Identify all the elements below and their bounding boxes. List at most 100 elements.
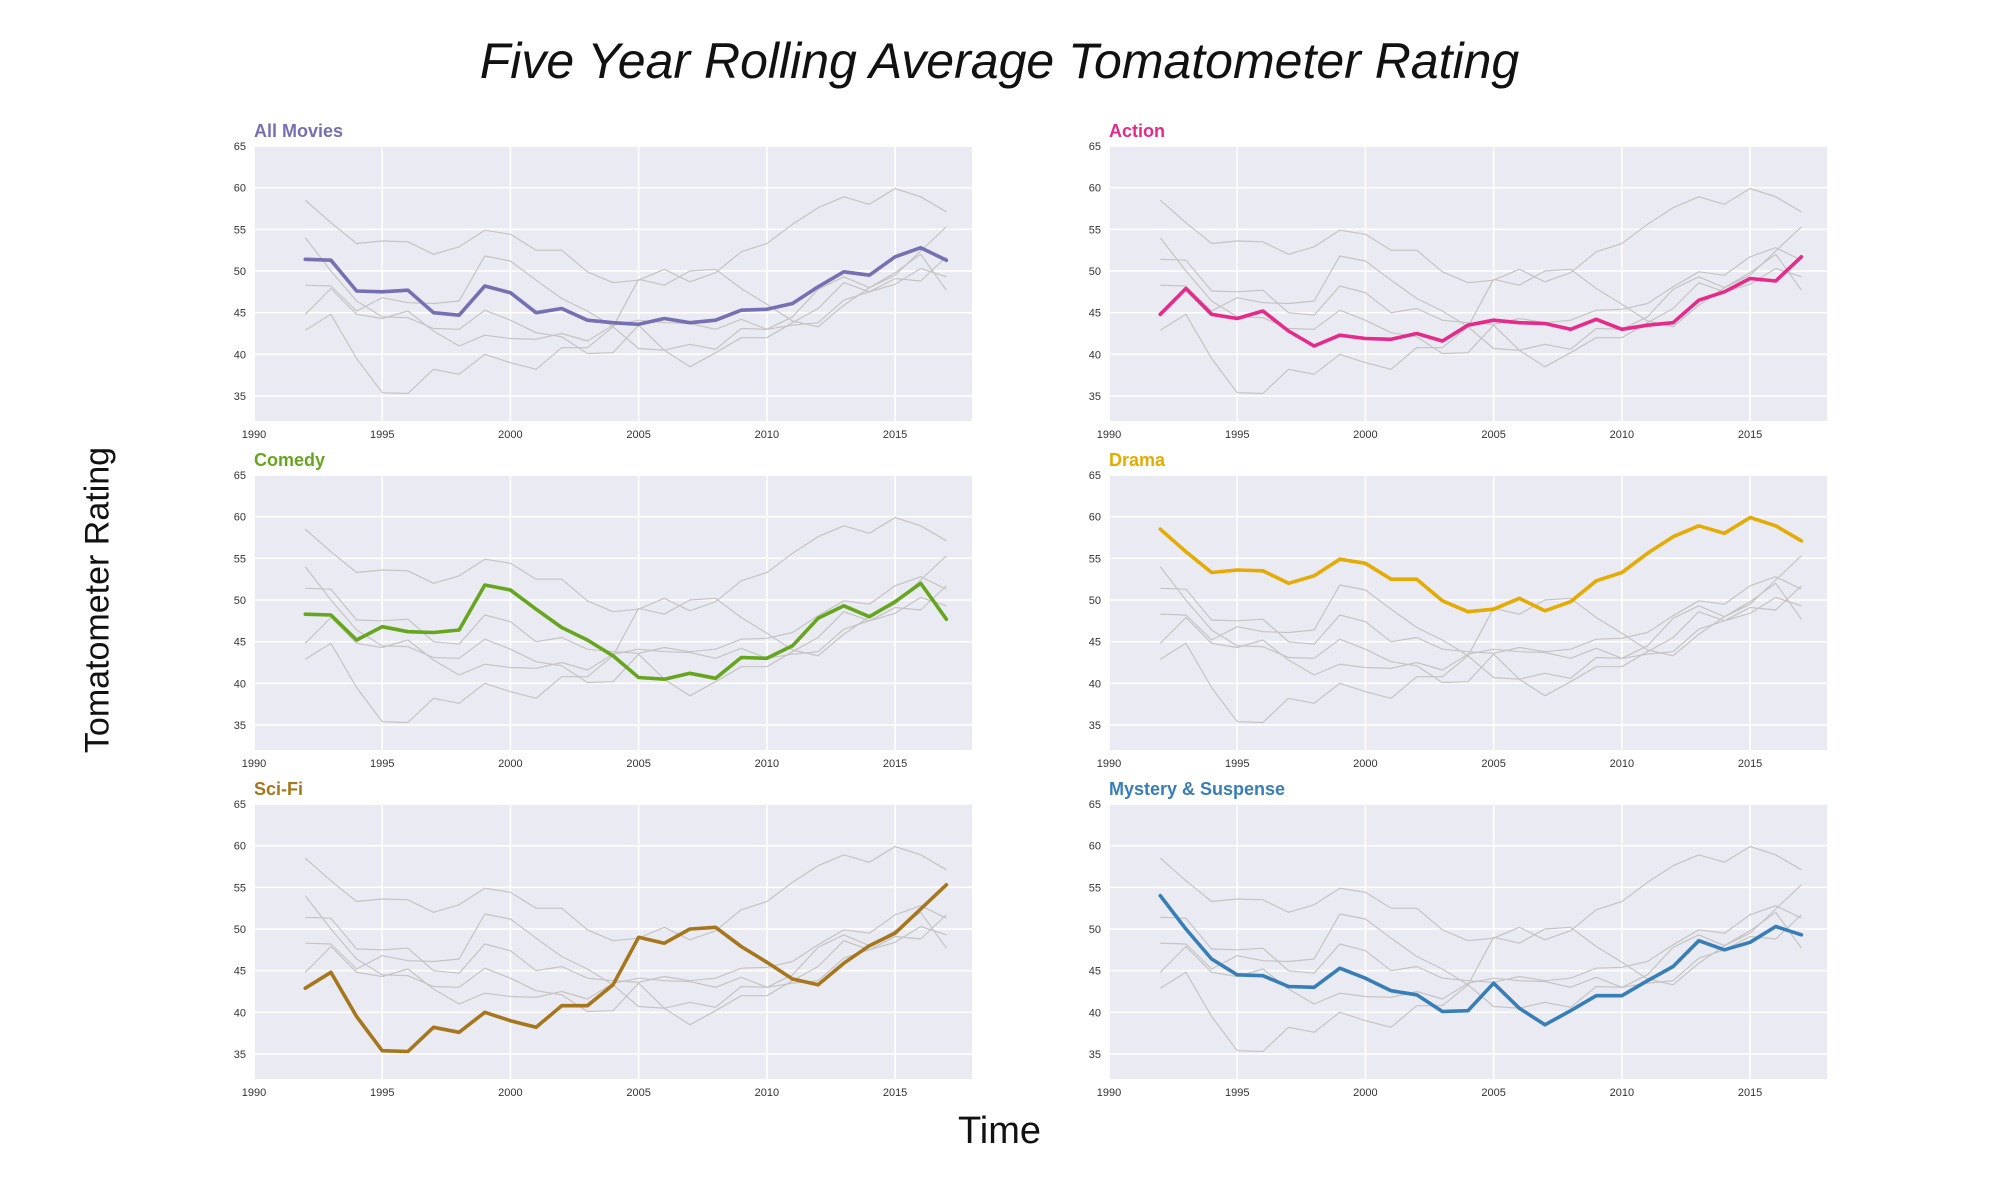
background-series-line-drama (304, 516, 947, 613)
y-tick-label: 35 (1089, 720, 1101, 732)
x-tick-label: 2005 (1481, 758, 1505, 770)
background-series-line-sci-fi (1159, 226, 1802, 395)
background-series-line-mystery-and-suspense (304, 237, 947, 368)
panel-title: Drama (1109, 450, 1166, 470)
background-series-line-action (304, 914, 947, 1005)
y-tick-label: 65 (234, 470, 246, 482)
background-series-line-comedy (305, 911, 947, 1009)
y-tick-label: 55 (1089, 553, 1101, 565)
y-tick-label: 55 (1089, 224, 1101, 236)
y-tick-label: 50 (234, 924, 246, 936)
y-tick-label: 55 (234, 224, 246, 236)
panel-title: Mystery & Suspense (1109, 779, 1285, 799)
x-tick-label: 2000 (1353, 1087, 1377, 1099)
y-tick-label: 65 (1089, 470, 1101, 482)
panel-all-movies: 1990 1995 2000 2005 2010 2015 35 40 45 50 55 60 65 Al… (234, 121, 972, 441)
y-tick-label: 65 (234, 141, 246, 153)
background-series-line-mystery-and-suspense (304, 895, 947, 1026)
background-series-line-sci-fi (304, 226, 947, 395)
x-tick-label: 1990 (242, 429, 266, 441)
x-tick-label: 2010 (755, 429, 779, 441)
panel-title: Sci-Fi (254, 779, 303, 799)
panel-drama: 1990 1995 2000 2005 2010 2015 35 40 45 50 55 60 65 Dr… (1089, 450, 1827, 770)
x-tick-label: 2015 (1738, 429, 1762, 441)
plot-background (254, 475, 972, 750)
y-tick-label: 45 (234, 966, 246, 978)
x-tick-label: 2000 (498, 758, 522, 770)
series-line-drama (1158, 515, 1804, 614)
background-series-line-comedy (1160, 582, 1802, 680)
background-series-line-sci-fi (1159, 884, 1802, 1053)
background-series-line-mystery-and-suspense (1159, 566, 1802, 697)
plot-background (254, 804, 972, 1079)
y-tick-label: 50 (234, 266, 246, 278)
x-tick-label: 1990 (242, 758, 266, 770)
x-tick-label: 2005 (1481, 1087, 1505, 1099)
x-tick-label: 2015 (883, 1087, 907, 1099)
x-tick-label: 2005 (626, 429, 650, 441)
x-tick-label: 1990 (1097, 758, 1121, 770)
series-line-mystery-and-suspense (1158, 893, 1804, 1027)
y-tick-label: 60 (1089, 841, 1101, 853)
background-series-line-comedy (305, 253, 947, 351)
y-tick-label: 55 (234, 553, 246, 565)
y-tick-label: 45 (1089, 637, 1101, 649)
y-tick-label: 65 (234, 799, 246, 811)
panel-mystery-and-suspense: 1990 1995 2000 2005 2010 2015 35 40 45 50 55 60 65 My… (1089, 779, 1827, 1099)
x-tick-label: 2000 (1353, 429, 1377, 441)
x-tick-label: 2005 (1481, 429, 1505, 441)
y-tick-label: 45 (234, 308, 246, 320)
x-tick-label: 1990 (242, 1087, 266, 1099)
background-series-line-drama (304, 845, 947, 942)
x-tick-label: 2015 (1738, 758, 1762, 770)
x-tick-label: 2010 (1610, 429, 1634, 441)
x-tick-label: 1995 (370, 1087, 394, 1099)
x-axis-label: Time (957, 1110, 1042, 1152)
panel-sci-fi: 1990 1995 2000 2005 2010 2015 35 40 45 50 55 60 65 Sc… (234, 779, 972, 1099)
chart-title: Five Year Rolling Average Tomatometer Ra… (479, 33, 1520, 89)
y-tick-label: 40 (234, 349, 246, 361)
background-series-line-all-movies (1160, 576, 1802, 654)
y-tick-label: 35 (234, 1049, 246, 1061)
y-tick-label: 40 (1089, 678, 1101, 690)
y-tick-label: 40 (234, 1007, 246, 1019)
y-tick-label: 45 (234, 637, 246, 649)
background-series-line-sci-fi (1159, 555, 1802, 724)
background-series-line-mystery-and-suspense (1159, 237, 1802, 368)
x-tick-label: 1995 (370, 758, 394, 770)
y-tick-label: 60 (1089, 183, 1101, 195)
x-tick-label: 1990 (1097, 429, 1121, 441)
background-series-line-action (1159, 914, 1802, 1005)
background-series-line-drama (1159, 845, 1802, 942)
panel-title: All Movies (254, 121, 343, 141)
x-tick-label: 1995 (1225, 429, 1249, 441)
panel-title: Action (1109, 121, 1165, 141)
background-series-line-action (1159, 585, 1802, 676)
series-line-action (1158, 254, 1804, 348)
x-tick-label: 1990 (1097, 1087, 1121, 1099)
series-line-all-movies (303, 245, 949, 327)
background-series-line-drama (1159, 187, 1802, 284)
y-tick-label: 65 (1089, 799, 1101, 811)
y-tick-label: 40 (234, 678, 246, 690)
y-tick-label: 55 (234, 882, 246, 894)
y-tick-label: 65 (1089, 141, 1101, 153)
x-tick-label: 1995 (370, 429, 394, 441)
background-series-line-all-movies (305, 905, 947, 983)
panel-comedy: 1990 1995 2000 2005 2010 2015 35 40 45 50 55 60 65 Co… (234, 450, 972, 770)
x-tick-label: 2005 (626, 1087, 650, 1099)
background-series-line-all-movies (1160, 905, 1802, 983)
y-tick-label: 50 (234, 595, 246, 607)
x-tick-label: 2005 (626, 758, 650, 770)
x-tick-label: 2010 (755, 1087, 779, 1099)
y-tick-label: 60 (234, 841, 246, 853)
x-tick-label: 2010 (1610, 758, 1634, 770)
y-tick-label: 55 (1089, 882, 1101, 894)
series-line-sci-fi (303, 882, 949, 1054)
y-tick-label: 40 (1089, 349, 1101, 361)
x-tick-label: 1995 (1225, 1087, 1249, 1099)
x-tick-label: 2015 (883, 429, 907, 441)
y-tick-label: 45 (1089, 308, 1101, 320)
y-tick-label: 35 (1089, 1049, 1101, 1061)
